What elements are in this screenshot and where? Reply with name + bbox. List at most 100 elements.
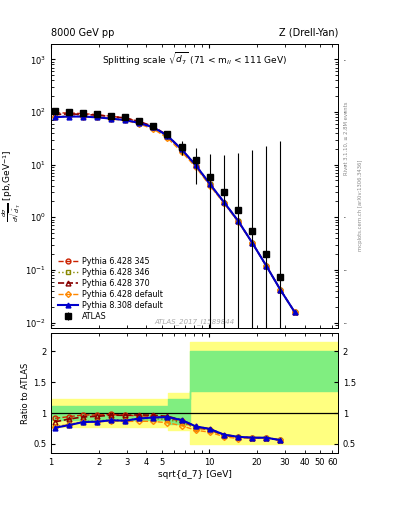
Pythia 6.428 345: [193, 163, 198, 169]
Pythia 8.308 default: [264, 263, 268, 269]
Pythia 6.428 370: [278, 287, 283, 293]
Pythia 6.428 370: [222, 199, 226, 205]
Pythia 6.428 345: [67, 110, 72, 116]
Line: Pythia 6.428 345: Pythia 6.428 345: [53, 111, 297, 314]
Pythia 8.308 default: [137, 120, 141, 126]
Pythia 6.428 370: [208, 181, 212, 187]
Pythia 6.428 346: [67, 113, 72, 119]
Pythia 8.308 default: [123, 117, 128, 123]
Pythia 6.428 370: [95, 112, 99, 118]
Pythia 6.428 370: [151, 123, 156, 130]
Pythia 6.428 345: [53, 110, 57, 116]
Pythia 6.428 default: [236, 219, 241, 225]
Pythia 6.428 346: [264, 263, 268, 269]
Pythia 6.428 default: [123, 117, 128, 123]
Pythia 6.428 345: [222, 200, 226, 206]
Pythia 6.428 346: [292, 309, 297, 315]
Pythia 6.428 default: [222, 200, 226, 206]
Pythia 8.308 default: [109, 116, 114, 122]
Pythia 6.428 346: [236, 218, 241, 224]
Pythia 6.428 default: [208, 183, 212, 189]
Y-axis label: $\frac{d\sigma}{d\sqrt{\bar{d}_7}}$ [pb,GeV$^{-1}$]: $\frac{d\sigma}{d\sqrt{\bar{d}_7}}$ [pb,…: [0, 150, 23, 222]
Pythia 8.308 default: [67, 114, 72, 120]
Pythia 8.308 default: [53, 114, 57, 120]
Pythia 6.428 default: [264, 263, 268, 269]
Pythia 6.428 default: [193, 164, 198, 170]
Text: Rivet 3.1.10, ≥ 2.8M events: Rivet 3.1.10, ≥ 2.8M events: [344, 101, 349, 175]
Pythia 6.428 346: [137, 120, 141, 126]
Legend: Pythia 6.428 345, Pythia 6.428 346, Pythia 6.428 370, Pythia 6.428 default, Pyth: Pythia 6.428 345, Pythia 6.428 346, Pyth…: [55, 255, 165, 324]
Pythia 6.428 default: [165, 135, 170, 141]
Pythia 8.308 default: [278, 287, 283, 293]
Pythia 6.428 345: [236, 218, 241, 224]
Pythia 6.428 default: [53, 114, 57, 120]
Pythia 6.428 default: [109, 116, 114, 122]
Line: Pythia 6.428 346: Pythia 6.428 346: [53, 114, 297, 314]
Text: ATLAS_2017_I1589844: ATLAS_2017_I1589844: [154, 318, 235, 325]
Pythia 8.308 default: [165, 133, 170, 139]
Pythia 8.308 default: [193, 162, 198, 168]
Pythia 8.308 default: [222, 199, 226, 205]
Pythia 6.428 default: [81, 114, 86, 120]
Pythia 6.428 default: [95, 114, 99, 120]
Pythia 6.428 346: [81, 113, 86, 119]
Pythia 6.428 346: [123, 117, 128, 123]
Pythia 6.428 370: [250, 240, 255, 246]
Pythia 6.428 346: [109, 115, 114, 121]
Pythia 6.428 370: [137, 118, 141, 124]
Line: Pythia 8.308 default: Pythia 8.308 default: [53, 114, 297, 314]
Pythia 6.428 default: [137, 121, 141, 127]
Pythia 8.308 default: [208, 181, 212, 187]
Pythia 6.428 default: [151, 126, 156, 132]
Pythia 6.428 370: [67, 111, 72, 117]
Pythia 6.428 346: [179, 147, 184, 154]
Pythia 6.428 370: [165, 132, 170, 138]
Pythia 8.308 default: [292, 309, 297, 315]
Text: 8000 GeV pp: 8000 GeV pp: [51, 28, 114, 38]
Pythia 6.428 346: [193, 163, 198, 169]
Pythia 6.428 345: [95, 112, 99, 118]
Pythia 6.428 345: [123, 115, 128, 121]
Pythia 8.308 default: [250, 240, 255, 246]
Pythia 6.428 346: [95, 114, 99, 120]
Pythia 6.428 345: [151, 124, 156, 130]
Line: Pythia 6.428 370: Pythia 6.428 370: [53, 112, 297, 314]
X-axis label: sqrt{d_7} [GeV]: sqrt{d_7} [GeV]: [158, 470, 231, 479]
Text: Splitting scale $\sqrt{d_7}$ (71 < m$_{ll}$ < 111 GeV): Splitting scale $\sqrt{d_7}$ (71 < m$_{l…: [102, 51, 287, 68]
Pythia 6.428 default: [292, 309, 297, 315]
Pythia 6.428 345: [165, 133, 170, 139]
Pythia 8.308 default: [151, 124, 156, 131]
Pythia 6.428 370: [179, 146, 184, 153]
Pythia 6.428 345: [264, 263, 268, 269]
Pythia 6.428 370: [53, 111, 57, 117]
Pythia 6.428 370: [109, 114, 114, 120]
Pythia 6.428 346: [165, 134, 170, 140]
Pythia 6.428 370: [81, 111, 86, 117]
Pythia 6.428 345: [208, 181, 212, 187]
Pythia 6.428 346: [250, 240, 255, 246]
Line: Pythia 6.428 default: Pythia 6.428 default: [53, 114, 297, 314]
Pythia 6.428 default: [278, 287, 283, 293]
Pythia 6.428 370: [264, 263, 268, 269]
Pythia 6.428 370: [123, 115, 128, 121]
Pythia 6.428 346: [278, 287, 283, 293]
Pythia 6.428 346: [53, 114, 57, 120]
Text: Z (Drell-Yan): Z (Drell-Yan): [279, 28, 338, 38]
Pythia 6.428 345: [250, 240, 255, 246]
Pythia 6.428 346: [222, 200, 226, 206]
Pythia 6.428 345: [137, 119, 141, 125]
Text: mcplots.cern.ch [arXiv:1306.3436]: mcplots.cern.ch [arXiv:1306.3436]: [358, 159, 363, 250]
Pythia 6.428 370: [236, 218, 241, 224]
Pythia 6.428 345: [179, 147, 184, 153]
Pythia 6.428 default: [179, 149, 184, 155]
Pythia 6.428 370: [292, 309, 297, 315]
Pythia 8.308 default: [179, 146, 184, 153]
Pythia 6.428 370: [193, 162, 198, 168]
Pythia 8.308 default: [236, 218, 241, 224]
Pythia 6.428 default: [67, 113, 72, 119]
Pythia 6.428 346: [151, 125, 156, 131]
Pythia 6.428 345: [278, 287, 283, 293]
Pythia 6.428 346: [208, 181, 212, 187]
Pythia 6.428 345: [109, 113, 114, 119]
Pythia 6.428 default: [250, 240, 255, 246]
